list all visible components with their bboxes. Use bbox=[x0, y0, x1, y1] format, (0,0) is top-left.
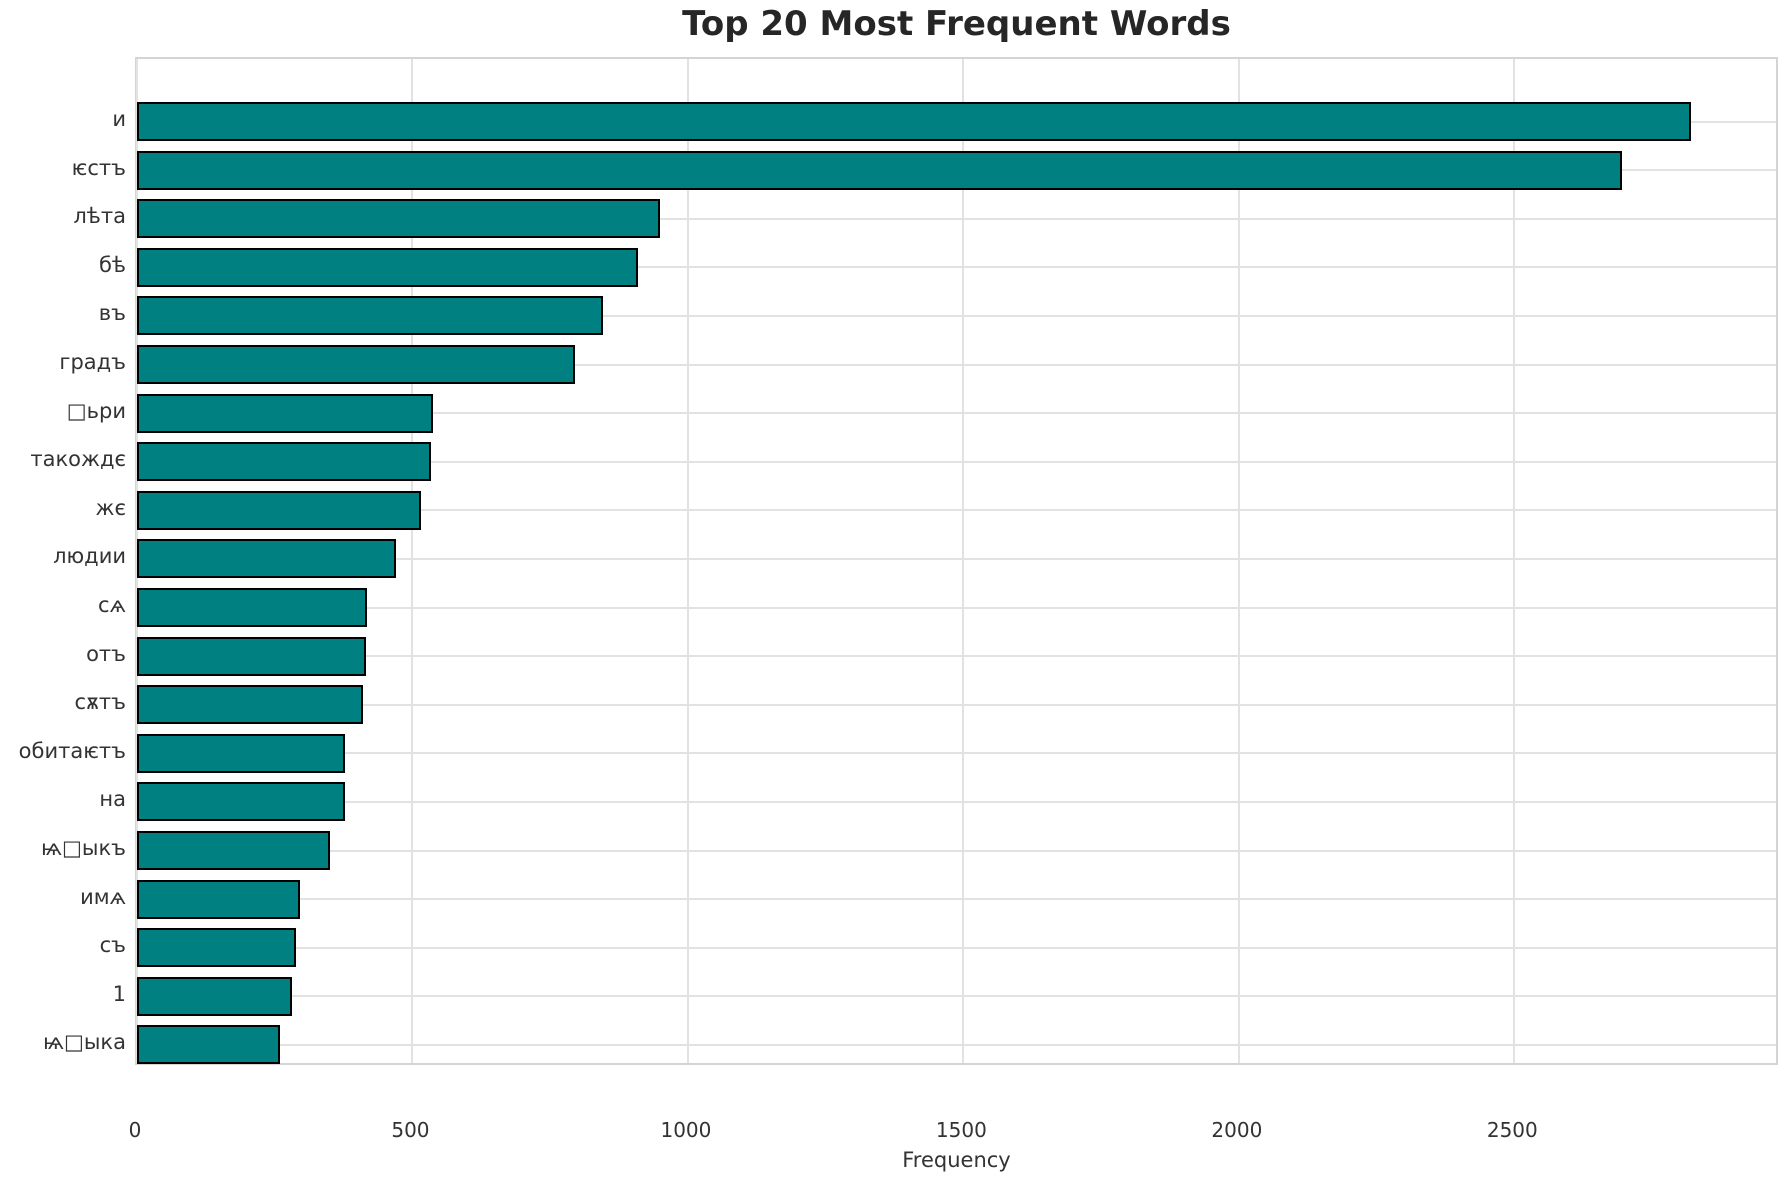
bar bbox=[137, 685, 363, 725]
y-tick-label: людии bbox=[53, 544, 126, 569]
h-gridline bbox=[137, 557, 1776, 560]
y-tick-label: ѩ□ыка bbox=[42, 1030, 126, 1055]
h-gridline bbox=[137, 509, 1776, 512]
h-gridline bbox=[137, 752, 1776, 755]
h-gridline bbox=[137, 800, 1776, 803]
x-tick-label: 0 bbox=[128, 1118, 142, 1142]
bar bbox=[137, 393, 433, 433]
x-tick-label: 500 bbox=[391, 1118, 430, 1142]
bar bbox=[137, 345, 575, 384]
bar bbox=[137, 782, 345, 822]
y-tick-label: ѥстъ bbox=[71, 155, 126, 180]
v-gridline bbox=[962, 59, 965, 1063]
h-gridline bbox=[137, 995, 1776, 998]
v-gridline bbox=[1513, 59, 1516, 1063]
bar bbox=[137, 636, 366, 676]
h-gridline bbox=[137, 946, 1776, 949]
plot-area bbox=[135, 57, 1778, 1065]
bar bbox=[137, 1025, 281, 1065]
h-gridline bbox=[137, 266, 1776, 269]
h-gridline bbox=[137, 217, 1776, 220]
bar bbox=[137, 247, 639, 287]
y-tick-label: лѣта bbox=[73, 204, 126, 229]
bar bbox=[137, 733, 346, 773]
y-tick-label: сѫтъ bbox=[74, 690, 126, 715]
bar bbox=[137, 539, 396, 579]
y-tick-label: ѩ□ыкъ bbox=[41, 836, 126, 860]
y-tick-label: съ bbox=[99, 933, 126, 958]
bar bbox=[137, 102, 1691, 141]
bar bbox=[137, 928, 297, 968]
y-tick-label: жє bbox=[95, 495, 126, 520]
y-tick-label: сѧ bbox=[98, 593, 126, 617]
x-tick-label: 2000 bbox=[1211, 1118, 1263, 1142]
chart-title: Top 20 Most Frequent Words bbox=[682, 4, 1231, 44]
bar bbox=[137, 831, 331, 870]
x-tick-label: 1000 bbox=[660, 1118, 712, 1142]
h-gridline bbox=[137, 655, 1776, 658]
bar bbox=[137, 296, 603, 336]
bar bbox=[137, 588, 367, 627]
y-tick-label: обитаѥтъ bbox=[18, 738, 126, 763]
y-tick-label: градъ bbox=[59, 350, 126, 374]
bar bbox=[137, 442, 431, 482]
h-gridline bbox=[137, 849, 1776, 852]
y-tick-label: и bbox=[112, 107, 126, 131]
bar bbox=[137, 976, 293, 1016]
x-tick-label: 1500 bbox=[935, 1118, 987, 1142]
bar bbox=[137, 150, 1622, 190]
bars-layer bbox=[137, 59, 1776, 1065]
h-gridline bbox=[137, 412, 1776, 415]
y-tick-label: на bbox=[99, 787, 126, 812]
h-gridline bbox=[137, 460, 1776, 463]
y-tick-label: □ьри bbox=[66, 398, 126, 423]
h-gridline bbox=[137, 703, 1776, 706]
x-axis-title: Frequency bbox=[902, 1148, 1011, 1172]
y-tick-label: имѧ bbox=[80, 884, 126, 909]
h-gridline bbox=[137, 898, 1776, 901]
h-gridline bbox=[137, 606, 1776, 609]
v-gridline bbox=[411, 59, 414, 1063]
y-tick-label: бѣ bbox=[98, 252, 126, 277]
y-tick-label: такождє bbox=[30, 447, 126, 472]
x-tick-label: 2500 bbox=[1486, 1118, 1538, 1142]
v-gridline bbox=[686, 59, 689, 1063]
bar bbox=[137, 879, 300, 919]
v-gridline bbox=[1237, 59, 1240, 1063]
y-tick-label: отъ bbox=[86, 641, 126, 666]
h-gridline bbox=[137, 314, 1776, 317]
y-tick-label: 1 bbox=[112, 981, 126, 1006]
bar bbox=[137, 490, 421, 530]
h-gridline bbox=[137, 363, 1776, 366]
h-gridline bbox=[137, 1043, 1776, 1046]
y-tick-label: въ bbox=[98, 301, 126, 326]
bar bbox=[137, 199, 661, 239]
